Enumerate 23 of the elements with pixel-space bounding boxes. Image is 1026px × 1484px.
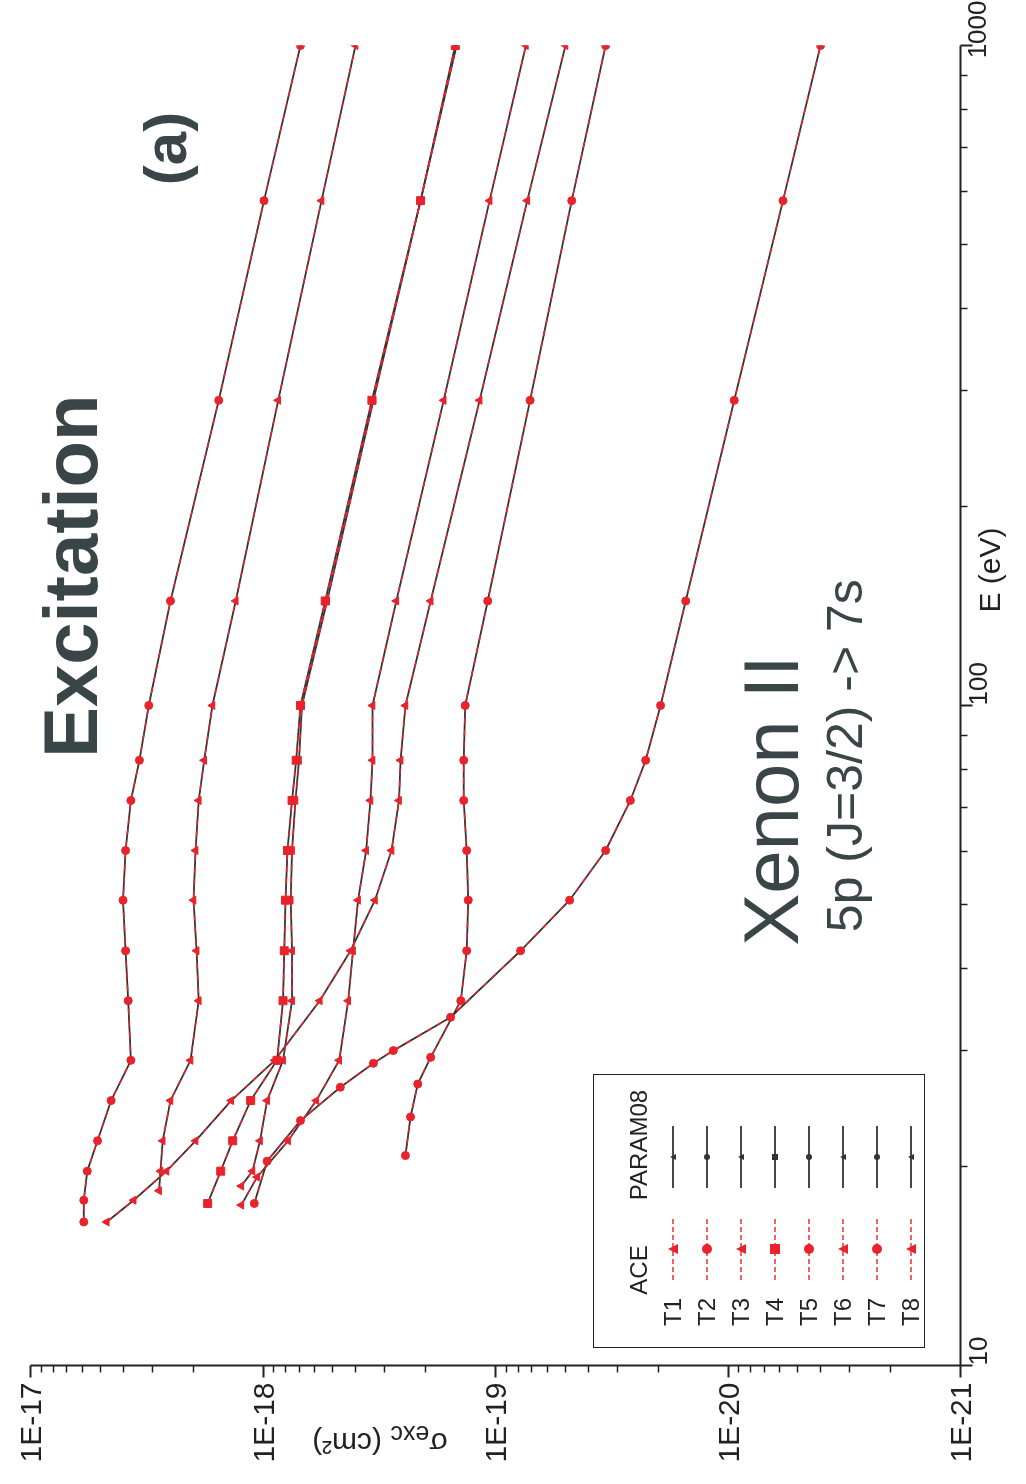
legend-header: ACE [627, 1244, 652, 1295]
text: Excitation [27, 394, 113, 758]
legend-label: T4 [763, 1297, 788, 1326]
x-tick-label: 1E-18 [246, 1382, 280, 1463]
legend-label: T6 [831, 1297, 856, 1326]
ylabel: E (eV) [974, 527, 1005, 613]
legend-label: T5 [797, 1297, 822, 1326]
annotation: Xenon II [726, 655, 815, 946]
y-tick-label: 100 [962, 662, 993, 706]
annotation: 5p (J=3/2) -> 7s [817, 579, 874, 933]
x-tick-label: 1E-17 [14, 1382, 47, 1463]
legend-header: PARAM08 [627, 1089, 652, 1200]
legend-label: T3 [729, 1297, 754, 1326]
y-tick-label: 1000 [962, 0, 993, 59]
x-tick-label: 1E-20 [711, 1382, 745, 1463]
legend-label: T2 [695, 1297, 720, 1326]
x-tick-label: 1E-19 [479, 1382, 512, 1463]
x-tick-label: 1E-21 [944, 1382, 977, 1463]
legend-label: T8 [899, 1297, 924, 1326]
y-tick-label: 10 [962, 1336, 993, 1366]
legend-label: T7 [865, 1297, 890, 1326]
annotation: (a) [131, 111, 199, 186]
legend-label: T1 [661, 1297, 686, 1326]
